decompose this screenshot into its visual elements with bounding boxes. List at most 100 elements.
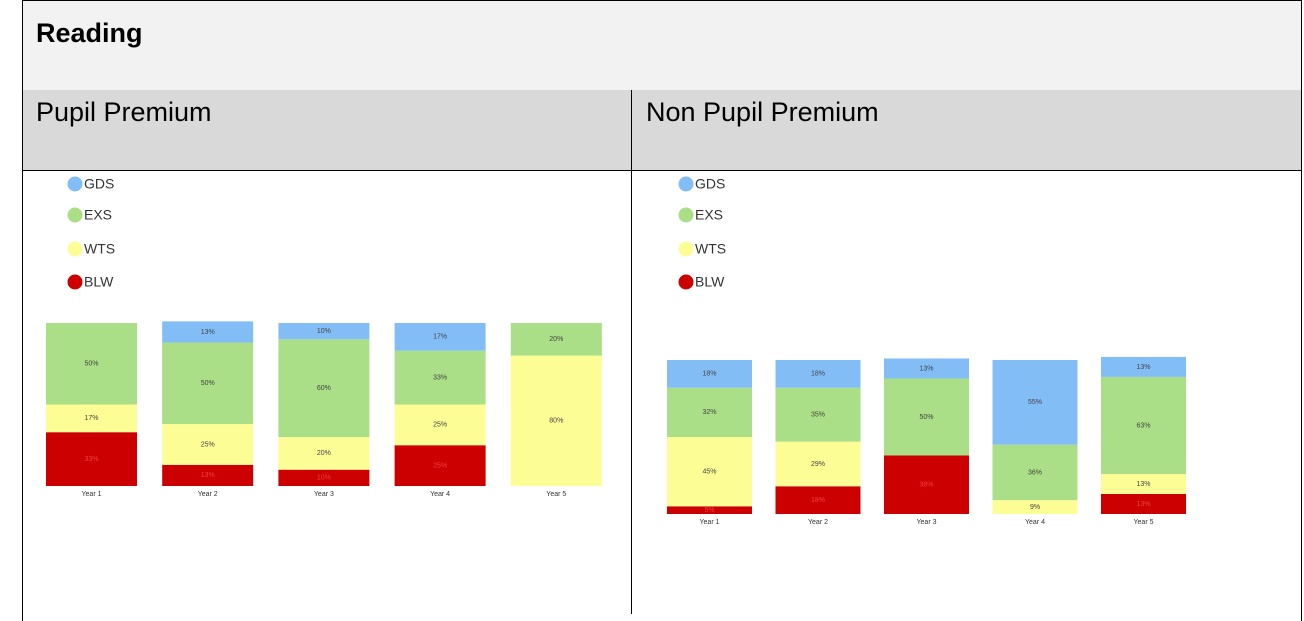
legend-swatch [678, 241, 694, 257]
legend-label: BLW [84, 274, 114, 290]
legend-label: EXS [84, 207, 112, 223]
bar-segment [884, 378, 969, 456]
bar-segment [775, 360, 861, 388]
bar-segment [992, 444, 1078, 501]
bar-segment [1101, 356, 1186, 377]
data-label: 36% [1028, 469, 1042, 476]
data-label: 50% [84, 361, 98, 368]
bar-segment [278, 323, 370, 340]
legend-label: WTS [84, 241, 115, 257]
legend-swatch [67, 207, 83, 223]
bar-segment [667, 387, 752, 437]
bar-segment [667, 506, 752, 514]
data-label: 13% [919, 365, 933, 372]
column-divider [631, 90, 632, 614]
bar-segment [278, 437, 370, 470]
column-header: Non Pupil Premium [646, 97, 879, 127]
data-label: 13% [201, 472, 215, 479]
legend-label: BLW [695, 274, 725, 290]
bar-segment [884, 358, 969, 379]
data-label: 10% [317, 475, 331, 482]
data-label: 13% [1136, 481, 1150, 488]
bar-segment [46, 432, 137, 486]
bar-segment [162, 342, 254, 425]
bar-segment [162, 321, 254, 343]
data-label: 20% [549, 336, 563, 343]
legend-swatch [678, 274, 694, 290]
data-label: 18% [702, 371, 716, 378]
legend-label: GDS [84, 176, 114, 192]
data-label: 17% [84, 415, 98, 422]
bar-segment [162, 464, 254, 486]
bar-segment [775, 441, 861, 487]
bar-segment [278, 339, 370, 438]
bar-segment [775, 387, 861, 442]
data-label: 13% [1136, 501, 1150, 508]
column-header-row [22, 90, 1302, 171]
bar-segment [1101, 473, 1186, 494]
data-label: 45% [702, 468, 716, 475]
x-tick-label: Year 3 [917, 519, 937, 526]
data-label: 38% [919, 482, 933, 489]
data-label: 80% [549, 418, 563, 425]
x-tick-label: Year 1 [700, 519, 720, 526]
data-label: 50% [201, 380, 215, 387]
bar-segment [510, 323, 602, 356]
data-label: 63% [1136, 422, 1150, 429]
data-label: 25% [433, 422, 447, 429]
data-label: 29% [811, 461, 825, 468]
bar-segment [884, 455, 969, 514]
bar-segment [394, 323, 486, 351]
data-label: 50% [919, 414, 933, 421]
x-tick-label: Year 3 [314, 491, 334, 498]
x-tick-label: Year 1 [82, 491, 102, 498]
x-tick-label: Year 5 [1134, 519, 1154, 526]
legend-swatch [678, 207, 694, 223]
legend-swatch [678, 176, 694, 192]
x-tick-label: Year 2 [198, 491, 218, 498]
data-label: 33% [433, 374, 447, 381]
body-row [22, 171, 1302, 621]
bar-segment [992, 500, 1078, 514]
data-label: 5% [704, 507, 714, 514]
bar-segment [775, 486, 861, 514]
bar-segment [667, 437, 752, 507]
data-label: 18% [811, 371, 825, 378]
data-label: 32% [702, 409, 716, 416]
bar-segment [394, 445, 486, 486]
bar-segment [992, 360, 1078, 445]
title: Reading [36, 18, 143, 48]
bar-segment [46, 404, 137, 433]
data-label: 9% [1030, 504, 1040, 511]
data-label: 13% [201, 329, 215, 336]
title-row [22, 0, 1302, 91]
data-label: 35% [811, 412, 825, 419]
data-label: 13% [1136, 364, 1150, 371]
bar-segment [1101, 493, 1186, 514]
bar-segment [162, 424, 254, 465]
data-label: 33% [84, 456, 98, 463]
x-tick-label: Year 4 [1025, 519, 1045, 526]
data-label: 10% [317, 328, 331, 335]
legend-swatch [67, 176, 83, 192]
legend-label: WTS [695, 241, 726, 257]
data-label: 55% [1028, 399, 1042, 406]
x-tick-label: Year 2 [808, 519, 828, 526]
data-label: 18% [811, 497, 825, 504]
x-tick-label: Year 5 [546, 491, 566, 498]
legend-swatch [67, 241, 83, 257]
data-label: 25% [433, 462, 447, 469]
data-label: 25% [201, 441, 215, 448]
bar-segment [1101, 376, 1186, 474]
x-tick-label: Year 4 [430, 491, 450, 498]
legend-label: EXS [695, 207, 723, 223]
data-label: 20% [317, 450, 331, 457]
legend-label: GDS [695, 176, 725, 192]
bar-segment [510, 355, 602, 486]
data-label: 17% [433, 334, 447, 341]
bar-segment [278, 469, 370, 486]
legend-swatch [67, 274, 83, 290]
